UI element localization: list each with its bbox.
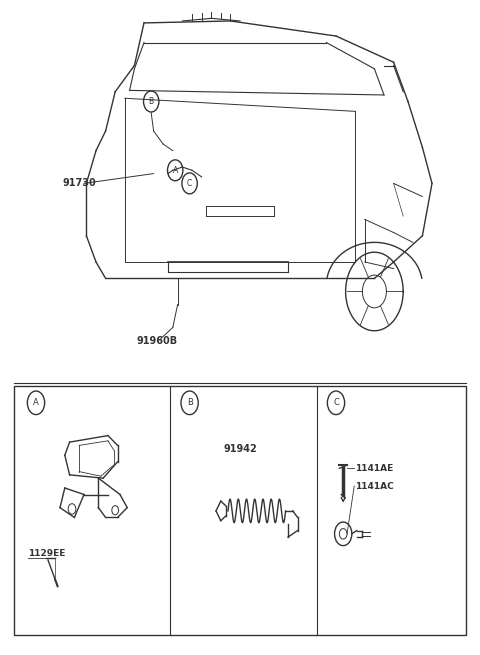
Text: 91730: 91730 — [62, 178, 96, 189]
Text: 1129EE: 1129EE — [28, 549, 65, 558]
Bar — [14, 386, 466, 635]
Text: A: A — [33, 398, 39, 407]
Text: B: B — [187, 398, 192, 407]
Text: C: C — [333, 398, 339, 407]
Text: B: B — [149, 97, 154, 106]
Text: 91960B: 91960B — [137, 335, 178, 346]
Text: A: A — [173, 166, 178, 175]
Text: 91942: 91942 — [223, 443, 257, 454]
Text: 1141AE: 1141AE — [355, 464, 394, 473]
Text: 1141AC: 1141AC — [355, 481, 394, 491]
Text: C: C — [187, 179, 192, 188]
